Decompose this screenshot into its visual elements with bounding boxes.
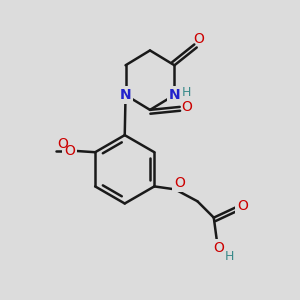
Text: N: N bbox=[120, 88, 131, 102]
Text: O: O bbox=[193, 32, 204, 46]
Text: H: H bbox=[182, 85, 192, 98]
Text: O: O bbox=[182, 100, 193, 114]
Text: O: O bbox=[64, 144, 75, 158]
Text: O: O bbox=[213, 241, 224, 255]
Text: H: H bbox=[224, 250, 234, 263]
Text: N: N bbox=[169, 88, 181, 102]
Text: O: O bbox=[174, 176, 185, 190]
Text: O: O bbox=[57, 137, 68, 151]
Text: O: O bbox=[237, 199, 248, 213]
